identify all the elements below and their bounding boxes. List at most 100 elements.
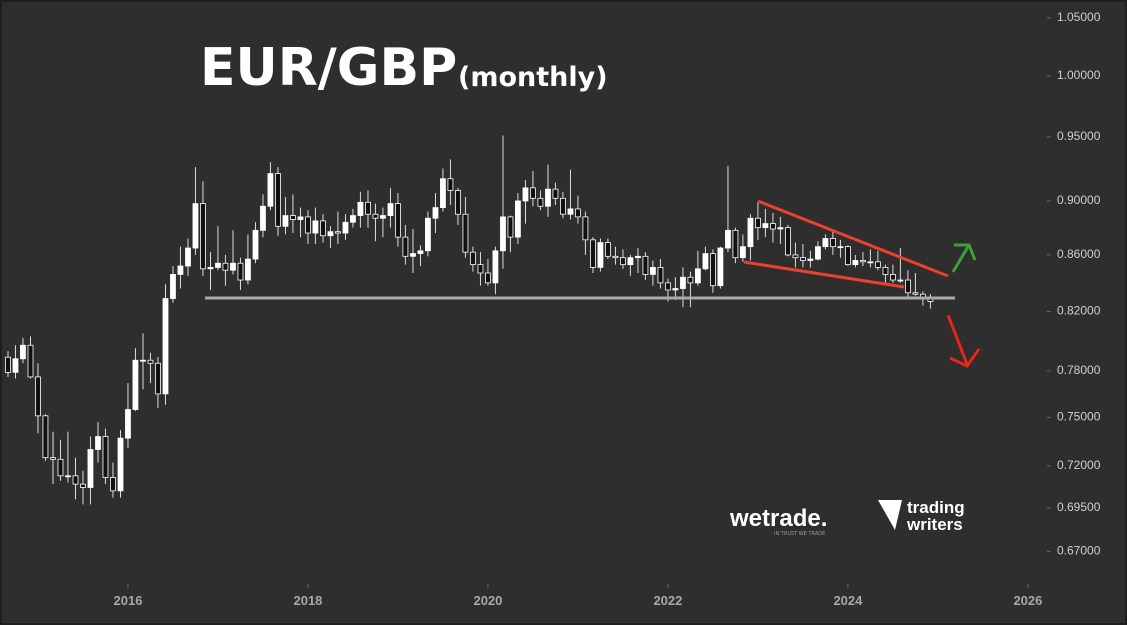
candle-body bbox=[65, 475, 71, 478]
candle-body bbox=[694, 268, 701, 284]
candle-body bbox=[852, 260, 859, 266]
candle-body bbox=[410, 253, 416, 257]
candle-body bbox=[192, 203, 199, 249]
candle-body bbox=[687, 276, 694, 284]
candle-body bbox=[35, 376, 41, 417]
candle-body bbox=[95, 436, 101, 450]
candle-body bbox=[860, 260, 866, 263]
candle-body bbox=[905, 279, 911, 294]
candle-body bbox=[290, 215, 296, 220]
candle-body bbox=[732, 229, 739, 259]
candle-body bbox=[432, 207, 439, 219]
y-tick-label: 1.00000 bbox=[1057, 68, 1101, 82]
candle-body bbox=[500, 216, 506, 252]
x-tick-label: 2020 bbox=[473, 593, 502, 608]
y-tick-label: 0.67000 bbox=[1057, 543, 1101, 557]
arrow-up bbox=[951, 243, 977, 273]
candle-body bbox=[815, 246, 821, 260]
candle-body bbox=[530, 187, 536, 199]
candle-body bbox=[912, 292, 919, 295]
candle-body bbox=[50, 457, 56, 460]
candle-body bbox=[387, 203, 394, 216]
candle-body bbox=[170, 274, 176, 299]
logo-wetrade: wetrade. bbox=[729, 505, 827, 532]
candle-body bbox=[507, 216, 514, 238]
x-tick-label: 2018 bbox=[293, 593, 322, 608]
candle-body bbox=[800, 257, 806, 261]
x-tick-label: 2024 bbox=[833, 593, 863, 608]
candle-body bbox=[545, 188, 551, 207]
candle-body bbox=[845, 246, 851, 266]
candle-body bbox=[177, 265, 184, 275]
candle-body bbox=[335, 231, 341, 234]
candle-body bbox=[237, 262, 244, 281]
candle-body bbox=[829, 238, 836, 248]
candle-body bbox=[267, 173, 274, 207]
candle-body bbox=[27, 344, 34, 378]
candle-body bbox=[185, 247, 191, 267]
arrow-down bbox=[946, 314, 981, 368]
candle-body bbox=[252, 229, 259, 260]
candle-body bbox=[140, 359, 146, 362]
candle-body bbox=[260, 205, 266, 231]
candle-body bbox=[657, 267, 664, 284]
candle-body bbox=[605, 242, 611, 257]
candle-body bbox=[485, 272, 491, 284]
candle-body bbox=[222, 262, 229, 271]
candle-body bbox=[117, 437, 124, 492]
candle-body bbox=[402, 236, 409, 257]
candle-body bbox=[477, 264, 484, 274]
candle-body bbox=[372, 213, 379, 219]
candle-body bbox=[492, 250, 499, 284]
candle-body bbox=[132, 359, 139, 410]
candle-body bbox=[417, 250, 424, 254]
candle-body bbox=[739, 246, 746, 259]
candle-body bbox=[357, 201, 364, 216]
candle-body bbox=[612, 255, 619, 259]
y-tick-label: 1.05000 bbox=[1057, 10, 1101, 24]
candle-body bbox=[275, 173, 281, 227]
x-tick-label: 2016 bbox=[114, 593, 143, 608]
candle-body bbox=[5, 356, 11, 373]
candle-body bbox=[57, 458, 64, 477]
candle-body bbox=[440, 178, 446, 208]
candle-body bbox=[305, 216, 311, 234]
candle-body bbox=[200, 203, 206, 270]
candle-body bbox=[245, 258, 251, 281]
y-tick-label: 0.95000 bbox=[1057, 129, 1101, 143]
candle-body bbox=[162, 298, 169, 395]
candle-body bbox=[620, 257, 626, 266]
candle-body bbox=[297, 216, 304, 220]
candle-body bbox=[882, 267, 889, 275]
candle-body bbox=[560, 197, 566, 215]
candle-body bbox=[42, 415, 49, 459]
candle-body bbox=[784, 227, 791, 256]
candle-body bbox=[672, 288, 679, 291]
y-tick-label: 0.78000 bbox=[1057, 363, 1101, 377]
wedge-lower bbox=[743, 260, 905, 289]
candle-body bbox=[702, 253, 709, 270]
candle-body bbox=[215, 262, 221, 268]
candle-body bbox=[567, 208, 574, 215]
candle-body bbox=[590, 239, 596, 268]
candle-body bbox=[515, 200, 521, 238]
chart-title: EUR/GBP bbox=[200, 38, 457, 98]
y-tick-label: 0.90000 bbox=[1057, 193, 1101, 207]
candle-body bbox=[890, 274, 896, 281]
candle-body bbox=[312, 220, 319, 234]
x-tick-label: 2022 bbox=[653, 593, 682, 608]
candle-body bbox=[635, 255, 641, 259]
candle-body bbox=[837, 246, 844, 249]
wedge-upper bbox=[757, 199, 949, 278]
x-tick-label: 2026 bbox=[1013, 593, 1042, 608]
plot-area: 1.05000 1.00000 0.95000 0.90000 0.86000 0.820… bbox=[5, 10, 1101, 608]
candle-body bbox=[87, 449, 94, 488]
candle-body bbox=[365, 201, 371, 215]
candle-body bbox=[770, 223, 776, 230]
candle-body bbox=[110, 477, 116, 492]
logo-trading: trading bbox=[907, 498, 965, 517]
candle-body bbox=[792, 254, 799, 259]
candle-body bbox=[597, 242, 604, 268]
candle-body bbox=[874, 261, 881, 268]
